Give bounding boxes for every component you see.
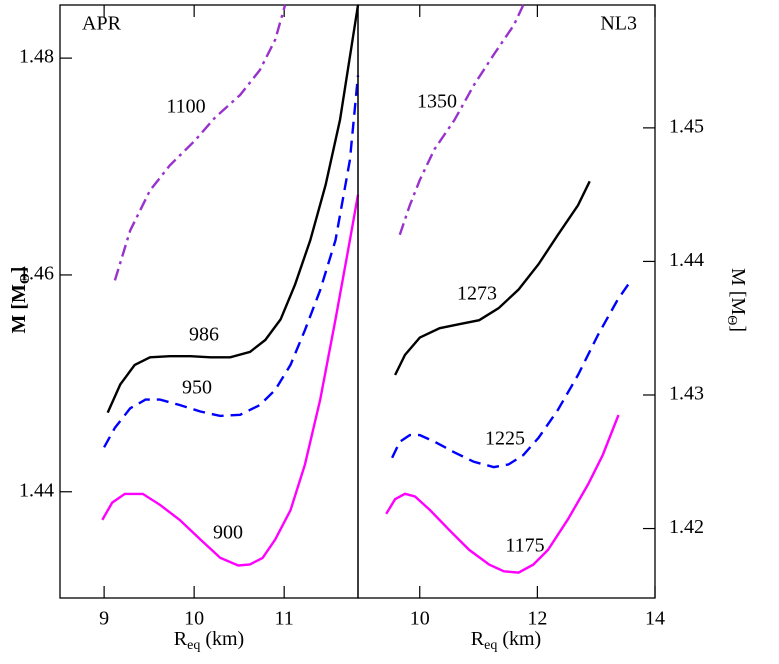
curve [106,4,360,414]
curve [385,414,620,574]
curve [394,180,591,376]
x-axis-label-rest: (km) [497,628,541,650]
x-axis-label: Req (km) [471,628,541,654]
y-axis-label: M [MΘ] [724,268,750,332]
x-tick-label: 14 [645,608,665,630]
curve-label: 1350 [417,91,457,113]
curve-label: 1273 [457,283,497,305]
x-axis-label-sub: eq [484,638,497,653]
x-axis-label-sub: eq [187,638,200,653]
curve-label: 950 [182,377,212,399]
y-tick-label: 1.44 [19,479,54,501]
y-axis-label-main: M [M [727,268,749,315]
curve [398,4,525,236]
curve [113,4,287,281]
y-axis-label-rest: ] [727,325,749,332]
panel-title: NL3 [600,13,637,35]
y-axis-label-main: M [M [8,284,30,334]
curve-label: 986 [189,324,219,346]
y-tick-label: 1.46 [19,263,54,285]
x-tick-label: 10 [184,608,204,630]
x-axis-label-main: R [471,628,485,650]
x-tick-label: 9 [99,608,109,630]
y-axis-label-sub: Θ [18,273,33,284]
curve-label: 900 [213,522,243,544]
x-tick-label: 12 [527,608,547,630]
x-tick-label: 10 [410,608,430,630]
x-axis-label: Req (km) [174,628,244,654]
y-axis-label-rest: ] [8,267,30,274]
plot-frame [59,4,359,599]
y-tick-label: 1.43 [669,383,704,405]
curve-label: 1225 [485,428,525,450]
curve [391,280,632,469]
curve-label: 1100 [166,96,205,118]
x-axis-label-rest: (km) [200,628,244,650]
curve [103,75,360,448]
y-tick-label: 1.44 [669,249,704,271]
y-axis-label-sub: Θ [724,315,739,325]
curve [101,194,360,567]
y-tick-label: 1.48 [19,46,54,68]
curve-label: 1175 [505,535,544,557]
panel-title: APR [82,13,122,35]
x-tick-label: 11 [275,608,294,630]
y-tick-label: 1.45 [669,115,704,137]
x-axis-label-main: R [174,628,188,650]
plot-frame [357,4,656,599]
y-tick-label: 1.42 [669,516,704,538]
y-axis-label: M [MΘ] [8,267,34,334]
